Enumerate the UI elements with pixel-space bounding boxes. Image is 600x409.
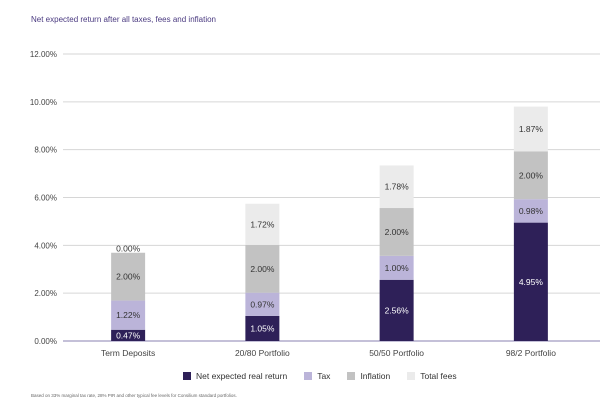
bar-segment — [513, 222, 548, 341]
bar-segment — [379, 165, 414, 209]
legend-item: Tax — [304, 371, 330, 381]
legend-item: Net expected real return — [183, 371, 287, 381]
data-label: 1.72% — [250, 219, 275, 229]
data-label: 0.47% — [116, 330, 141, 340]
data-label: 1.05% — [250, 323, 275, 333]
legend-label: Tax — [317, 371, 331, 381]
legend-swatch — [347, 372, 356, 380]
legend-swatch — [407, 372, 416, 380]
legend-item: Inflation — [347, 371, 390, 381]
data-label: 2.56% — [385, 305, 410, 315]
legend-swatch — [183, 372, 191, 380]
data-label: 0.00% — [116, 244, 141, 254]
y-tick-label: 0.00% — [34, 337, 57, 346]
footnote: Based on 33% marginal tax rate, 28% PIR … — [31, 393, 237, 398]
data-label: 4.95% — [519, 277, 544, 287]
y-tick-label: 6.00% — [34, 194, 57, 203]
bar-segment — [111, 252, 146, 301]
data-label: 0.97% — [250, 299, 275, 309]
gridlines — [63, 53, 600, 342]
bars: 0.47% 1.22% 2.00% 0.00% 1.05% 0.97% 2.00% 1.72%… — [111, 106, 548, 341]
bar-stack: 2.56% 1.00% 2.00% 1.78% — [379, 165, 414, 341]
x-tick-label: 98/2 Portfolio — [506, 348, 556, 358]
data-label: 1.87% — [519, 124, 544, 134]
y-axis-ticks: 0.00% 2.00% 4.00% 6.00% 8.00% 10.00% 12.00% — [30, 50, 57, 346]
data-label: 0.98% — [519, 206, 544, 216]
bar-stack: 1.05% 0.97% 2.00% 1.72% — [245, 203, 280, 341]
data-label: 1.78% — [385, 182, 410, 192]
data-label: 2.00% — [116, 272, 141, 282]
bar-stack: 0.47% 1.22% 2.00% 0.00% — [111, 244, 146, 341]
data-label: 2.00% — [385, 227, 410, 237]
bar-segment — [245, 244, 280, 293]
x-tick-label: 20/80 Portfolio — [235, 348, 290, 358]
x-axis-labels: Term Deposits 20/80 Portfolio 50/50 Portfo… — [101, 348, 556, 358]
data-label: 2.00% — [519, 170, 544, 180]
legend-label: Inflation — [360, 371, 391, 381]
legend-label: Total fees — [420, 371, 457, 381]
bar-stack: 4.95% 0.98% 2.00% 1.87% — [513, 106, 548, 341]
y-tick-label: 2.00% — [34, 289, 57, 298]
data-label: 1.22% — [116, 310, 141, 320]
x-tick-label: Term Deposits — [101, 348, 155, 358]
data-label: 2.00% — [250, 264, 275, 274]
y-tick-label: 8.00% — [34, 146, 57, 155]
bar-segment — [513, 106, 548, 152]
bar-segment — [245, 203, 280, 245]
chart-title: Net expected return after all taxes, fee… — [31, 15, 216, 24]
legend-label: Net expected real return — [196, 371, 288, 381]
y-tick-label: 10.00% — [30, 98, 57, 107]
legend: Net expected real return Tax Inflation Tota… — [183, 371, 474, 381]
bar-segment — [111, 329, 146, 341]
y-tick-label: 12.00% — [30, 50, 57, 59]
bar-segment — [245, 315, 280, 341]
x-tick-label: 50/50 Portfolio — [369, 348, 424, 358]
bar-segment — [111, 300, 146, 330]
y-tick-label: 4.00% — [34, 241, 57, 250]
legend-swatch — [304, 372, 313, 380]
bar-segment — [513, 199, 548, 223]
bar-segment — [379, 208, 414, 256]
data-label: 1.00% — [385, 263, 410, 273]
legend-item: Total fees — [407, 371, 457, 381]
bar-segment — [245, 292, 280, 316]
bar-segment — [379, 279, 414, 341]
bar-segment — [513, 151, 548, 200]
bar-segment — [379, 255, 414, 280]
